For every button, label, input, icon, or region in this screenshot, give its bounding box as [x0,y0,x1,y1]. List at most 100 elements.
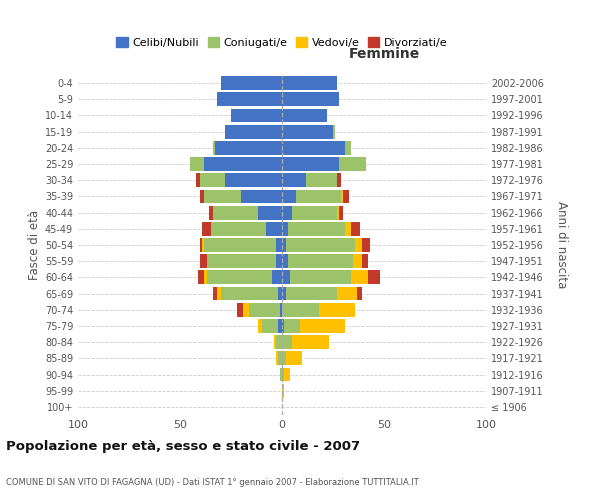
Bar [282,222,288,235]
Bar [345,141,352,154]
Bar [282,157,339,171]
Bar [250,303,280,316]
Bar [212,206,257,220]
Bar [225,174,282,187]
Bar [196,174,200,187]
Bar [274,336,276,349]
Bar [200,254,206,268]
Bar [296,190,341,203]
Bar [215,141,282,154]
Bar [243,303,250,316]
Bar [288,222,345,235]
Bar [276,254,282,268]
Bar [282,336,292,349]
Bar [337,206,339,220]
Bar [282,319,284,333]
Bar [205,190,241,203]
Legend: Celibi/Nubili, Coniugati/e, Vedovi/e, Divorziati/e: Celibi/Nubili, Coniugati/e, Vedovi/e, Di… [112,33,452,52]
Bar [200,190,205,203]
Bar [282,303,319,316]
Bar [282,76,337,90]
Bar [202,222,211,235]
Bar [282,174,307,187]
Bar [225,125,282,138]
Bar [262,319,278,333]
Bar [284,368,290,382]
Bar [276,238,282,252]
Bar [286,238,355,252]
Bar [205,238,276,252]
Bar [278,286,282,300]
Bar [362,238,370,252]
Bar [339,206,343,220]
Bar [355,238,362,252]
Bar [337,174,341,187]
Bar [241,190,282,203]
Bar [266,222,282,235]
Bar [257,319,262,333]
Text: COMUNE DI SAN VITO DI FAGAGNA (UD) - Dati ISTAT 1° gennaio 2007 - Elaborazione T: COMUNE DI SAN VITO DI FAGAGNA (UD) - Dat… [6,478,419,487]
Bar [202,238,205,252]
Bar [339,157,365,171]
Bar [278,352,282,365]
Bar [282,92,339,106]
Bar [205,270,206,284]
Bar [280,368,282,382]
Bar [199,270,205,284]
Bar [353,254,362,268]
Bar [343,190,349,203]
Bar [221,76,282,90]
Bar [276,352,278,365]
Bar [217,286,221,300]
Bar [205,157,282,171]
Bar [292,206,337,220]
Bar [282,141,345,154]
Y-axis label: Fasce di età: Fasce di età [28,210,41,280]
Bar [282,238,286,252]
Bar [319,303,355,316]
Bar [368,270,380,284]
Bar [272,270,282,284]
Bar [282,286,286,300]
Bar [282,368,284,382]
Bar [278,319,282,333]
Bar [212,286,217,300]
Bar [292,336,329,349]
Bar [286,352,302,365]
Bar [282,108,327,122]
Bar [282,270,290,284]
Bar [212,141,215,154]
Bar [307,174,337,187]
Bar [288,254,353,268]
Bar [345,222,352,235]
Bar [352,222,359,235]
Bar [200,238,202,252]
Bar [282,125,333,138]
Bar [341,190,343,203]
Bar [337,286,358,300]
Bar [286,286,337,300]
Bar [221,286,278,300]
Bar [237,303,243,316]
Bar [282,190,296,203]
Bar [209,206,212,220]
Bar [333,125,335,138]
Y-axis label: Anni di nascita: Anni di nascita [555,202,568,288]
Bar [282,254,288,268]
Bar [200,174,225,187]
Bar [217,92,282,106]
Bar [352,270,368,284]
Text: Popolazione per età, sesso e stato civile - 2007: Popolazione per età, sesso e stato civil… [6,440,360,453]
Bar [276,336,282,349]
Bar [206,254,276,268]
Bar [301,319,345,333]
Bar [358,286,362,300]
Bar [280,303,282,316]
Bar [206,270,272,284]
Bar [284,319,301,333]
Bar [362,254,368,268]
Bar [211,222,266,235]
Bar [282,352,286,365]
Text: Femmine: Femmine [349,48,419,62]
Bar [257,206,282,220]
